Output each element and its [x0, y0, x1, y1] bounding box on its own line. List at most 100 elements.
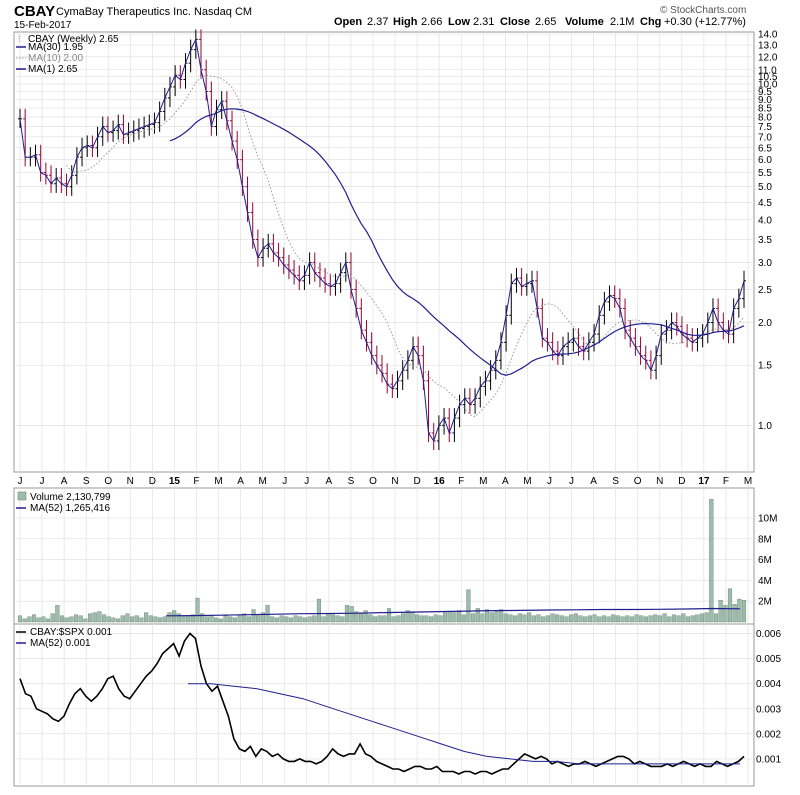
- chg-value: +0.30 (+12.77%): [664, 16, 746, 28]
- volume-bar: [499, 609, 504, 623]
- volume-bar: [597, 616, 602, 623]
- volume-bar: [400, 613, 406, 623]
- relative-tick-label: 0.006: [756, 629, 781, 640]
- volume-bar: [354, 611, 359, 623]
- price-tick-label: 8.0: [758, 112, 772, 123]
- volume-bar: [704, 612, 709, 623]
- volume-bar: [657, 615, 662, 623]
- x-tick-label: M: [258, 476, 266, 487]
- volume-bar: [134, 615, 139, 623]
- price-tick-label: 7.5: [758, 122, 772, 133]
- volume-bar: [414, 614, 420, 623]
- low-value: 2.31: [473, 16, 494, 28]
- volume-bar: [265, 605, 270, 623]
- volume-bar: [550, 613, 555, 623]
- volume-bar: [204, 616, 209, 623]
- volume-bar: [139, 617, 144, 623]
- volume-bar: [167, 612, 172, 623]
- volume-bar: [494, 611, 499, 623]
- volume-bar: [527, 612, 532, 623]
- volume-bar: [27, 616, 32, 623]
- volume-bar: [723, 605, 728, 623]
- relative-legend-text: CBAY:$SPX 0.001: [30, 627, 113, 638]
- volume-bar: [741, 599, 747, 623]
- volume-bar: [181, 615, 186, 623]
- volume-bar: [461, 614, 466, 623]
- volume-bar: [125, 613, 130, 623]
- volume-bar: [64, 617, 69, 623]
- price-y-axis: 14.013.012.0 11.010.510.09.59.08.58.07.57…: [756, 30, 781, 766]
- volume-bar: [428, 616, 434, 623]
- volume-bar: [545, 615, 550, 623]
- price-tick-label: 3.0: [758, 258, 772, 269]
- volume-tick-label: 10M: [758, 514, 777, 525]
- volume-bar: [340, 616, 345, 623]
- ma10-line: [66, 74, 745, 418]
- x-tick-label: 15: [169, 476, 181, 487]
- volume-bar: [232, 617, 237, 623]
- volume-bar: [274, 617, 279, 623]
- price-tick-label: 9.0: [758, 95, 772, 106]
- volume-bar: [186, 616, 191, 623]
- x-tick-label: D: [678, 476, 685, 487]
- volume-bar: [214, 617, 219, 623]
- volume-bar: [489, 612, 494, 623]
- x-tick-label: A: [502, 476, 509, 487]
- volume-bar: [569, 614, 574, 623]
- volume-bar: [447, 611, 452, 623]
- volume-bar: [223, 615, 228, 623]
- x-tick-label: D: [413, 476, 420, 487]
- volume-bar: [643, 616, 648, 623]
- volume-bar: [466, 589, 471, 623]
- volume-bar: [536, 614, 541, 623]
- price-tick-label: 10.0: [758, 79, 778, 90]
- volume-bar: [59, 615, 65, 623]
- relative-tick-label: 0.002: [756, 729, 781, 740]
- volume-bar: [69, 616, 74, 623]
- x-tick-label: F: [193, 476, 199, 487]
- x-tick-label: J: [569, 476, 574, 487]
- volume-bar: [583, 616, 588, 623]
- volume-bar: [592, 614, 597, 623]
- volume-bar: [457, 610, 462, 623]
- brand-watermark: © StockCharts.com: [660, 5, 746, 16]
- volume-bar: [36, 617, 41, 623]
- volume-bar: [349, 606, 354, 623]
- volume-bar: [391, 616, 396, 623]
- volume-bar: [606, 616, 611, 623]
- relative-series: [19, 632, 745, 775]
- volume-bar: [433, 614, 438, 623]
- volume-bar: [45, 618, 51, 623]
- volume-bar: [685, 616, 691, 623]
- volume-bar: [713, 613, 719, 623]
- volume-bar: [377, 615, 382, 623]
- volume-bar: [78, 615, 83, 623]
- volume-bar: [438, 615, 443, 623]
- volume-bar: [363, 610, 368, 623]
- volume-bar: [555, 614, 560, 623]
- volume-bar: [410, 611, 415, 623]
- relative-line: [19, 632, 745, 775]
- volume-tick-label: 4M: [758, 576, 772, 587]
- volume-bar: [648, 615, 653, 623]
- x-axis: J J A S O N D 15 F M A M J J A S O N D 16 F M A M J J A S O N D 17 F M: [18, 476, 753, 487]
- x-tick-label: 16: [434, 476, 446, 487]
- x-tick-label: O: [634, 476, 642, 487]
- price-tick-label: 12.0: [758, 52, 778, 63]
- relative-legend: CBAY:$SPX 0.001 MA(52) 0.001: [16, 627, 113, 649]
- relative-ma-legend-text: MA(52) 0.001: [30, 638, 91, 649]
- volume-bar: [316, 598, 322, 623]
- volume-bar: [653, 614, 658, 623]
- volume-bar: [148, 615, 153, 623]
- relative-tick-label: 0.004: [756, 679, 781, 690]
- price-tick-label: 3.5: [758, 235, 772, 246]
- price-tick-label: 2.0: [758, 318, 772, 329]
- x-tick-label: A: [237, 476, 244, 487]
- volume-bar: [629, 616, 634, 623]
- x-tick-label: S: [612, 476, 619, 487]
- x-tick-label: O: [104, 476, 112, 487]
- price-legend-main: CBAY (Weekly) 2.65: [28, 34, 119, 45]
- volume-bar: [293, 615, 298, 623]
- x-tick-label: M: [523, 476, 531, 487]
